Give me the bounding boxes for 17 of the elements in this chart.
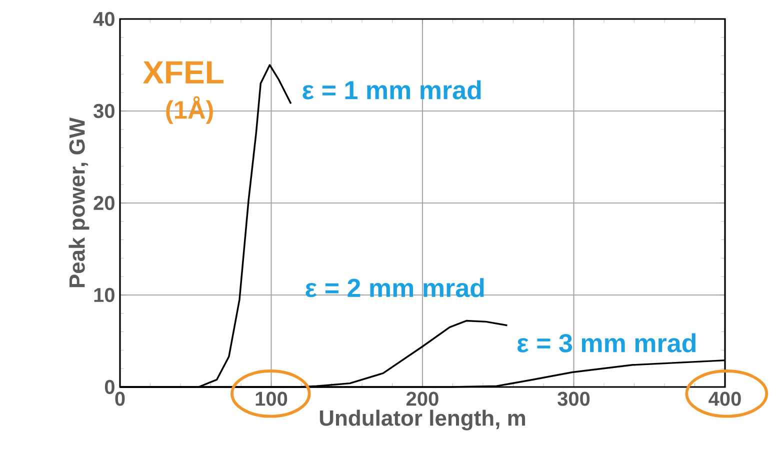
annotation: (1Å) (166, 96, 213, 124)
series-label: ε = 3 mm mrad (518, 333, 696, 352)
y-tick-label: 0 (104, 380, 114, 394)
annotation: XFEL (142, 61, 224, 84)
series-label: ε = 1 mm mrad (302, 80, 481, 100)
x-axis-title: Undulator length, m (320, 410, 526, 430)
x-tick-label: 400 (708, 392, 741, 406)
y-tick-label: 10 (94, 288, 114, 302)
series-label: ε = 2 mm mrad (306, 278, 484, 298)
y-tick-label: 30 (94, 104, 114, 118)
x-tick-label: 100 (256, 392, 288, 406)
y-tick-label: 20 (94, 196, 114, 210)
x-tick-label: 0 (115, 392, 125, 406)
x-tick-label: 200 (406, 392, 438, 406)
y-tick-label: 40 (93, 12, 114, 26)
x-tick-label: 300 (558, 392, 590, 406)
y-axis-title: Peak power, GW (68, 117, 90, 288)
